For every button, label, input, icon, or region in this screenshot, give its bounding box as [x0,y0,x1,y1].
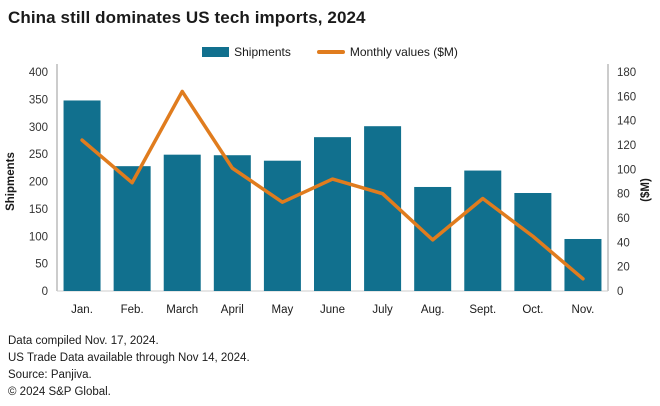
bar-july [364,126,402,291]
legend-item-shipments: Shipments [202,45,291,59]
x-axis-label-jan: Jan. [71,304,93,316]
left-axis-tick: 150 [29,204,48,216]
x-axis-label-nov: Nov. [572,304,595,316]
chart-area: 0 50 100 150 200 250 300 350 400 0 20 40 60 80 100 120 1… [0,62,660,324]
right-axis-tick: 120 [617,140,636,152]
right-axis-tick: 140 [617,116,636,128]
left-axis-tick: 0 [42,286,48,298]
right-axis-tick: 100 [617,164,636,176]
left-axis-tick: 250 [29,149,48,161]
chart-title: China still dominates US tech imports, 2… [8,8,366,27]
monthly-values-line [80,89,585,281]
footer-line-compiled: Data compiled Nov. 17, 2024. [8,335,159,347]
legend-label-monthly-values: Monthly values ($M) [349,45,458,59]
left-axis-title: Shipments [5,152,17,211]
bar-feb [113,166,151,291]
x-axis-label-oct: Oct. [522,304,543,316]
x-axis-label-aug: Aug. [421,304,445,316]
x-axis-label-march: March [166,304,198,316]
left-axis-tick: 200 [29,177,48,189]
x-axis-label-july: July [372,304,393,316]
right-axis-tick: 160 [617,91,636,103]
right-axis-tick: 180 [617,67,636,79]
chart-canvas: 0 50 100 150 200 250 300 350 400 0 20 40 60 80 100 120 1… [5,64,652,316]
x-axis-label-april: April [221,304,244,316]
bar-nov [564,238,602,291]
x-axis-label-june: June [320,304,345,316]
x-axis-label-sept: Sept. [469,304,496,316]
left-axis-tick: 100 [29,231,48,243]
bar-jan [63,100,101,291]
bar-may [263,160,301,291]
x-axis-label-feb: Feb. [121,304,144,316]
right-axis-tick: 60 [617,213,630,225]
line-swatch-icon [316,50,345,54]
right-axis-title: ($M) [640,178,652,202]
x-axis-label-may: May [272,304,294,316]
bar-march [163,154,201,291]
bar-oct [514,192,552,291]
legend: Shipments Monthly values ($M) [0,44,660,60]
right-axis-tick: 0 [617,286,623,298]
right-axis-tick: 40 [617,237,630,249]
left-axis-tick: 350 [29,94,48,106]
bar-sept [464,170,502,291]
legend-item-monthly-values: Monthly values ($M) [316,45,458,59]
bar-june [314,137,351,291]
left-axis-tick: 300 [29,122,48,134]
footer-line-availability: US Trade Data available through Nov 14, … [8,352,250,364]
left-axis-tick: 400 [29,67,48,79]
right-axis-tick: 80 [617,189,630,201]
footer-line-copyright: © 2024 S&P Global. [8,386,111,398]
right-axis-tick: 20 [617,262,630,274]
legend-label-shipments: Shipments [234,45,291,59]
bar-swatch-icon [202,47,230,57]
footer-notes: Data compiled Nov. 17, 2024. US Trade Da… [8,333,648,401]
footer-line-source: Source: Panjiva. [8,369,92,381]
left-axis-tick: 50 [35,259,48,271]
